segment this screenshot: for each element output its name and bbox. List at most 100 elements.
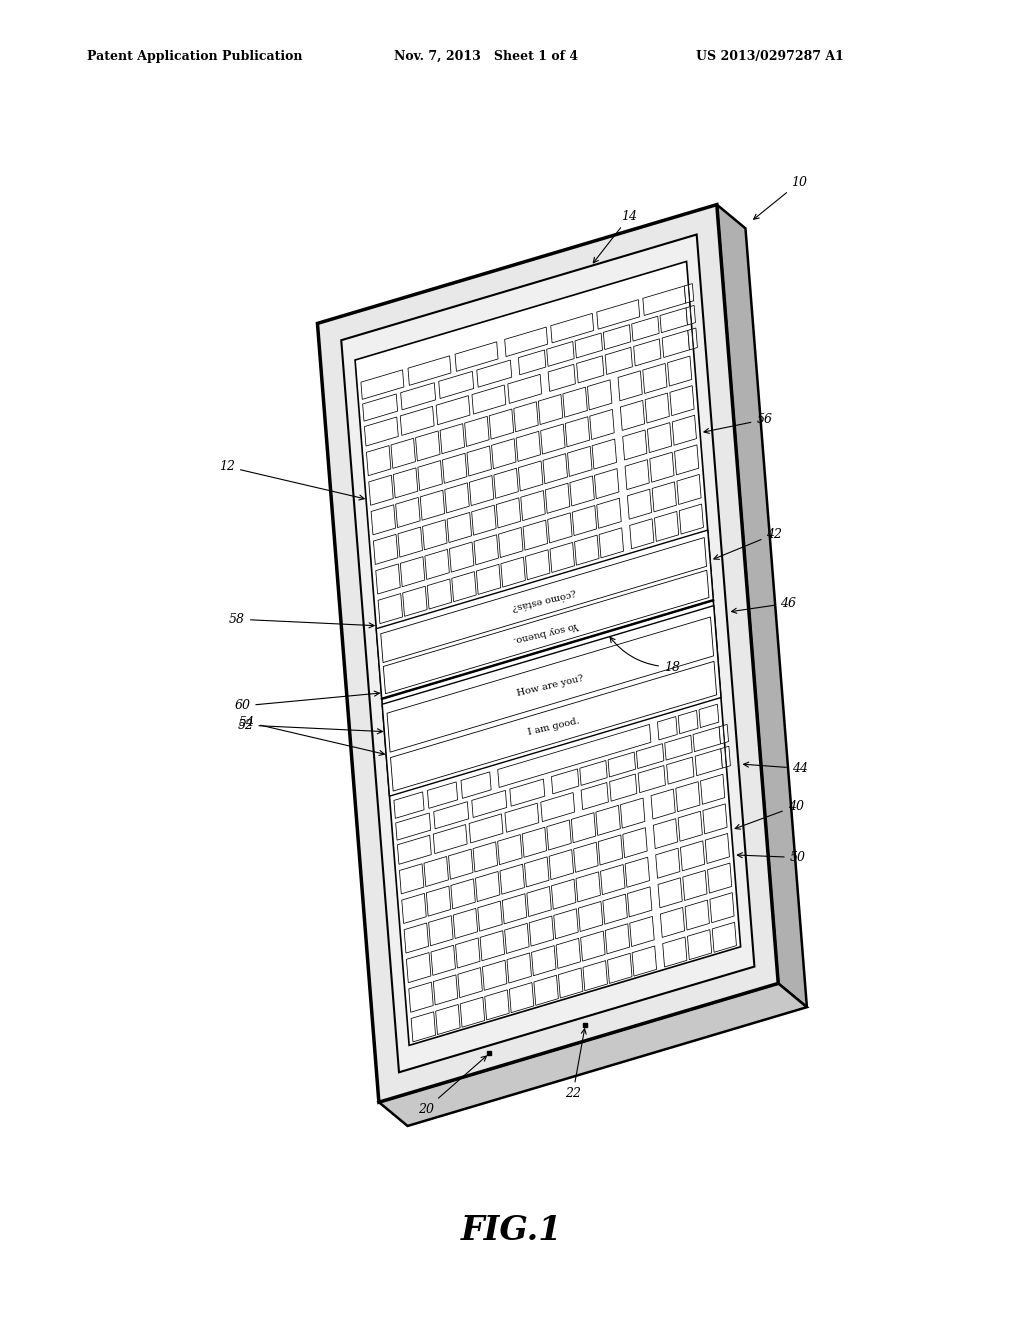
- Polygon shape: [625, 857, 649, 887]
- Polygon shape: [655, 849, 680, 878]
- Polygon shape: [408, 356, 451, 385]
- Polygon shape: [548, 364, 575, 392]
- Polygon shape: [623, 828, 647, 858]
- Polygon shape: [653, 818, 678, 849]
- Polygon shape: [507, 953, 531, 983]
- Polygon shape: [423, 520, 447, 550]
- Polygon shape: [433, 975, 458, 1005]
- Polygon shape: [599, 528, 624, 558]
- Polygon shape: [434, 801, 469, 829]
- Polygon shape: [654, 511, 679, 541]
- Text: 20: 20: [418, 1056, 486, 1115]
- Polygon shape: [581, 931, 605, 961]
- Polygon shape: [498, 725, 651, 788]
- Polygon shape: [663, 330, 689, 358]
- Polygon shape: [608, 752, 636, 777]
- Polygon shape: [645, 393, 670, 422]
- Polygon shape: [484, 990, 509, 1020]
- Polygon shape: [475, 871, 500, 902]
- Polygon shape: [420, 490, 444, 520]
- Polygon shape: [374, 535, 398, 565]
- Polygon shape: [489, 409, 514, 440]
- Polygon shape: [454, 908, 477, 939]
- Polygon shape: [554, 908, 579, 939]
- Polygon shape: [465, 416, 489, 446]
- Polygon shape: [725, 746, 730, 767]
- Polygon shape: [498, 834, 522, 865]
- Polygon shape: [431, 945, 456, 975]
- Polygon shape: [685, 900, 710, 931]
- Polygon shape: [634, 339, 660, 366]
- Polygon shape: [702, 804, 727, 834]
- Polygon shape: [603, 325, 631, 350]
- Polygon shape: [455, 342, 498, 371]
- Polygon shape: [676, 781, 700, 812]
- Polygon shape: [567, 446, 592, 477]
- Polygon shape: [395, 813, 431, 840]
- Polygon shape: [638, 766, 666, 793]
- Polygon shape: [692, 327, 697, 348]
- Polygon shape: [514, 401, 539, 432]
- Text: 42: 42: [714, 528, 782, 560]
- Polygon shape: [416, 430, 440, 461]
- Polygon shape: [630, 519, 654, 549]
- Polygon shape: [433, 825, 467, 854]
- Polygon shape: [688, 284, 693, 302]
- Polygon shape: [376, 531, 714, 698]
- Polygon shape: [573, 842, 598, 873]
- Text: 50: 50: [737, 851, 806, 865]
- Polygon shape: [440, 424, 465, 454]
- Polygon shape: [469, 814, 503, 843]
- Polygon shape: [686, 306, 691, 325]
- Polygon shape: [399, 863, 424, 894]
- Polygon shape: [574, 535, 599, 565]
- Polygon shape: [657, 717, 677, 741]
- Polygon shape: [723, 725, 728, 743]
- Polygon shape: [450, 543, 474, 572]
- Polygon shape: [367, 446, 391, 475]
- Polygon shape: [660, 308, 687, 333]
- Polygon shape: [525, 549, 550, 579]
- Polygon shape: [658, 878, 682, 908]
- Polygon shape: [600, 865, 625, 895]
- Polygon shape: [458, 968, 482, 998]
- Text: 44: 44: [743, 762, 808, 775]
- Polygon shape: [499, 528, 523, 557]
- Polygon shape: [565, 417, 590, 446]
- Polygon shape: [609, 774, 637, 801]
- Polygon shape: [618, 371, 642, 401]
- Polygon shape: [369, 475, 393, 506]
- Polygon shape: [381, 537, 707, 663]
- Polygon shape: [383, 570, 709, 694]
- Polygon shape: [713, 923, 736, 952]
- Polygon shape: [427, 579, 452, 609]
- Polygon shape: [583, 961, 607, 991]
- Polygon shape: [552, 770, 579, 793]
- Polygon shape: [429, 916, 453, 945]
- Polygon shape: [534, 975, 558, 1006]
- Polygon shape: [505, 924, 529, 953]
- Polygon shape: [563, 387, 588, 417]
- Polygon shape: [621, 400, 644, 430]
- Polygon shape: [394, 792, 424, 818]
- Polygon shape: [558, 968, 583, 998]
- Polygon shape: [451, 879, 475, 909]
- Polygon shape: [400, 407, 434, 436]
- Polygon shape: [518, 350, 546, 375]
- Polygon shape: [474, 535, 499, 565]
- Polygon shape: [679, 504, 703, 535]
- Polygon shape: [478, 902, 502, 931]
- Polygon shape: [595, 469, 618, 499]
- Polygon shape: [597, 300, 640, 329]
- Polygon shape: [672, 416, 696, 445]
- Text: I am good.: I am good.: [527, 717, 581, 737]
- Polygon shape: [590, 409, 614, 440]
- Polygon shape: [693, 727, 721, 751]
- Text: 52: 52: [238, 718, 382, 734]
- Polygon shape: [652, 482, 676, 512]
- Polygon shape: [400, 383, 435, 409]
- Polygon shape: [717, 205, 807, 1007]
- Polygon shape: [460, 997, 484, 1027]
- Polygon shape: [472, 506, 496, 535]
- Polygon shape: [643, 363, 667, 393]
